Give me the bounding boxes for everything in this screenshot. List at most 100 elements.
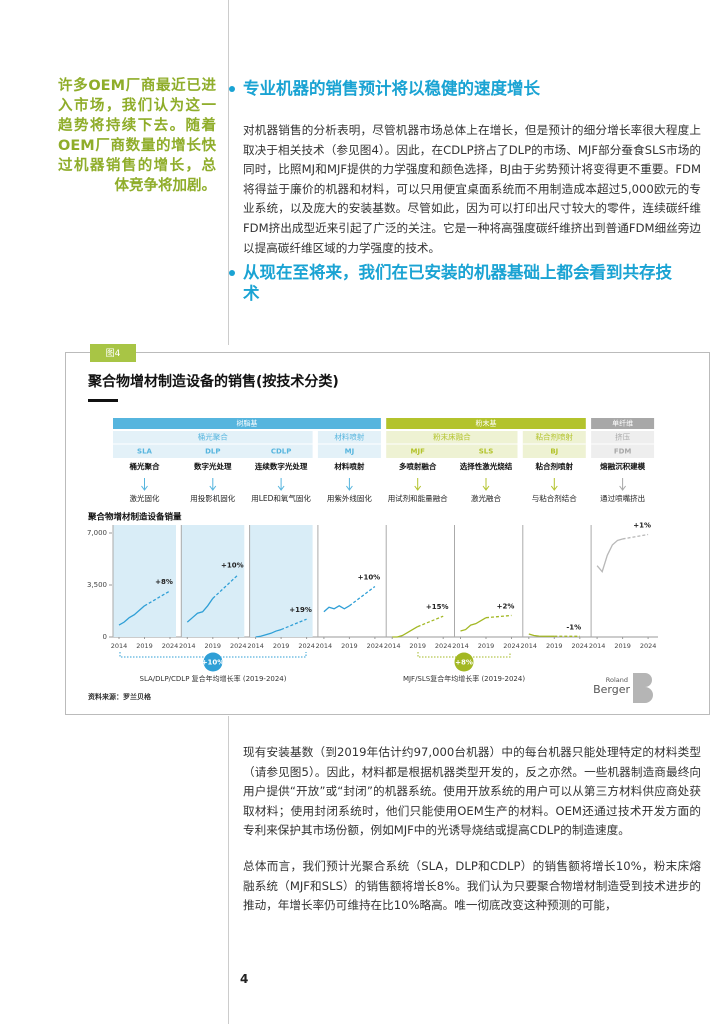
group-label: 单纤维 bbox=[612, 419, 633, 428]
x-tick-label: 2014 bbox=[316, 642, 333, 650]
x-tick-label: 2014 bbox=[247, 642, 264, 650]
paragraph: 现有安装基数（到2019年估计约97,000台机器）中的每台机器只能处理特定的材… bbox=[243, 745, 701, 838]
cagr-badge bbox=[454, 652, 474, 672]
method: 激光融合 bbox=[471, 494, 501, 503]
heading-text: 专业机器的销售预计将以稳健的速度增长 bbox=[243, 79, 540, 98]
cagr-badge bbox=[203, 652, 223, 672]
section-heading: 专业机器的销售预计将以稳健的速度增长 bbox=[229, 78, 683, 99]
forecast-line bbox=[349, 585, 376, 607]
method: 用LED和氧气固化 bbox=[251, 494, 311, 503]
x-tick-label: 2014 bbox=[179, 642, 196, 650]
growth-label: +1% bbox=[633, 521, 651, 529]
logo-text: Roland bbox=[606, 676, 628, 684]
title-rule bbox=[88, 399, 118, 402]
tech-name: SLA bbox=[137, 448, 153, 456]
tech-name: BJ bbox=[550, 448, 558, 456]
tech-name: SLS bbox=[479, 448, 494, 456]
subgroup-label: 粉末床融合 bbox=[433, 432, 471, 442]
method-box: 用试剂和能量融合 bbox=[387, 494, 448, 503]
y-axis-label: 聚合物增材制造设备销量 bbox=[87, 512, 182, 523]
arrow bbox=[482, 478, 490, 491]
heading-text: 从现在至将来，我们在已安装的机器基础上都会看到共存技术 bbox=[243, 263, 672, 303]
process-name: 多喷射融合 bbox=[399, 461, 437, 471]
column-rule bbox=[228, 716, 229, 1024]
method: 与粘合剂结合 bbox=[531, 494, 577, 503]
cagr-bracket bbox=[119, 652, 307, 658]
x-tick-label: 2019 bbox=[614, 642, 631, 650]
method: 用紫外线固化 bbox=[326, 494, 372, 503]
arrow bbox=[619, 478, 626, 491]
x-tick-label: 2019 bbox=[273, 642, 290, 650]
arrow bbox=[346, 478, 353, 491]
subgroup-label: 挤压 bbox=[615, 432, 630, 442]
sales-line bbox=[118, 605, 145, 626]
arrow bbox=[141, 478, 148, 491]
sales-line bbox=[323, 605, 350, 613]
subgroup-label: 粘合剂喷射 bbox=[536, 432, 574, 442]
chart-title: 聚合物增材制造设备的销售(按技术分类) bbox=[87, 373, 339, 390]
subgroup-label: 桶光聚合 bbox=[198, 432, 228, 442]
tech-name: CDLP bbox=[271, 448, 292, 456]
x-tick-label: 2024 bbox=[367, 642, 384, 650]
x-tick-label: 2019 bbox=[546, 642, 563, 650]
arrow bbox=[550, 478, 558, 491]
x-tick-label: 2024 bbox=[230, 642, 247, 650]
growth-label: +2% bbox=[497, 602, 515, 610]
y-tick-label: 0 bbox=[103, 633, 107, 641]
logo-text: Berger bbox=[593, 683, 630, 696]
bullet bbox=[229, 86, 235, 92]
method-box: 用紫外线固化 bbox=[326, 494, 372, 503]
x-tick-label: 2014 bbox=[111, 642, 128, 650]
method: 用投影机固化 bbox=[190, 494, 236, 503]
growth-label: +19% bbox=[289, 606, 312, 614]
method-box: 用投影机固化 bbox=[190, 494, 236, 503]
method: 用试剂和能量融合 bbox=[387, 494, 448, 503]
sales-line bbox=[186, 598, 214, 623]
method-box: 与粘合剂结合 bbox=[531, 494, 577, 503]
logo-mark bbox=[633, 673, 653, 703]
growth-label: +15% bbox=[426, 603, 449, 611]
growth-label: +8% bbox=[155, 578, 173, 586]
group-bar bbox=[113, 418, 381, 429]
tech-name: MJF bbox=[411, 448, 426, 456]
process-name: 熔融沉积建模 bbox=[600, 461, 645, 471]
sales-line bbox=[392, 626, 419, 638]
group-label: 粉末基 bbox=[476, 419, 497, 428]
arrow bbox=[414, 478, 422, 491]
sales-line bbox=[596, 538, 623, 573]
cagr-value: +8% bbox=[455, 659, 473, 667]
arrow bbox=[277, 478, 285, 491]
x-tick-label: 2024 bbox=[503, 642, 520, 650]
source: 资料来源：罗兰贝格 bbox=[88, 692, 152, 701]
process-name: 桶光聚合 bbox=[130, 461, 160, 471]
tech-name: DLP bbox=[205, 448, 220, 456]
x-tick-label: 2019 bbox=[478, 642, 495, 650]
growth-label: +10% bbox=[221, 562, 244, 570]
x-tick-label: 2024 bbox=[162, 642, 179, 650]
bullet bbox=[229, 270, 235, 276]
process-name: 选择性激光烧结 bbox=[460, 461, 513, 471]
tech-name: MJ bbox=[345, 448, 355, 456]
process-name: 数字光处理 bbox=[194, 461, 232, 471]
column-rule bbox=[228, 0, 229, 345]
forecast-line bbox=[417, 615, 444, 628]
x-tick-label: 2019 bbox=[136, 642, 153, 650]
figure-tag: 图4 bbox=[106, 348, 121, 359]
paragraph: 对机器销售的分析表明，尽管机器市场总体上在增长，但是预计的细分增长率很大程度上取… bbox=[243, 123, 701, 255]
cagr-value: +10% bbox=[202, 659, 225, 667]
panel-bg bbox=[181, 525, 245, 637]
panel-bg bbox=[113, 525, 176, 637]
sales-line bbox=[528, 633, 555, 637]
method: 通过喷嘴挤出 bbox=[600, 494, 646, 503]
group-label: 树脂基 bbox=[236, 419, 257, 428]
forecast-line bbox=[212, 574, 239, 599]
x-tick-label: 2014 bbox=[452, 642, 469, 650]
sales-line bbox=[460, 617, 487, 632]
x-tick-label: 2024 bbox=[640, 642, 657, 650]
sales-line bbox=[255, 628, 282, 638]
x-tick-label: 2024 bbox=[572, 642, 589, 650]
x-tick-label: 2014 bbox=[589, 642, 606, 650]
growth-label: -1% bbox=[566, 623, 581, 631]
